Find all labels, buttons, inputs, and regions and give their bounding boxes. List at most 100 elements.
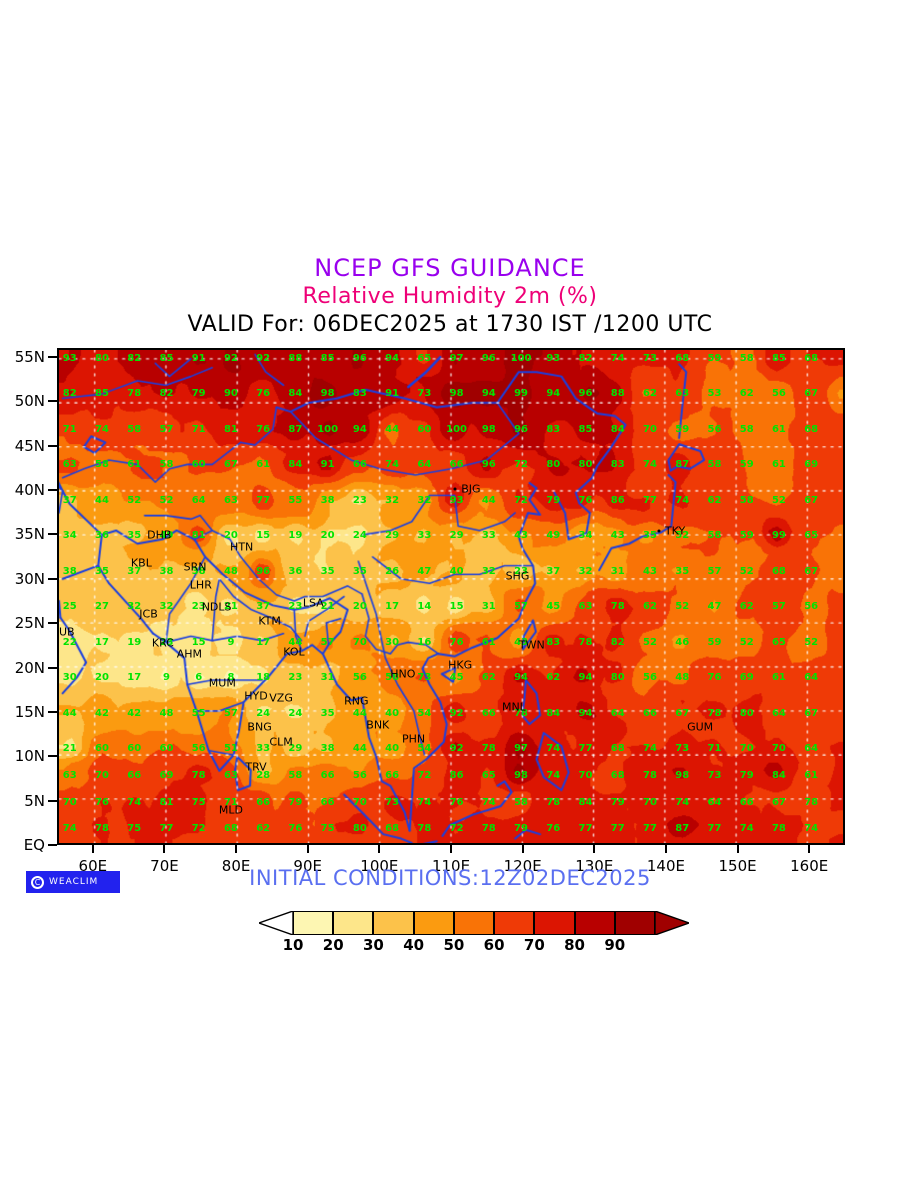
- grid-value-label: 23: [159, 636, 174, 648]
- grid-value-label: 61: [127, 459, 142, 471]
- colorbar-segment: [413, 911, 454, 935]
- grid-value-label: 55: [191, 707, 206, 719]
- grid-value-label: 60: [191, 459, 206, 471]
- grid-value-label: 79: [191, 388, 206, 400]
- grid-value-label: 78: [643, 770, 657, 781]
- colorbar-segment: [293, 911, 334, 935]
- grid-value-label: 43: [643, 565, 657, 577]
- grid-value-label: 94: [514, 672, 529, 684]
- grid-value-label: 79: [288, 796, 303, 808]
- grid-value-label: 59: [707, 352, 722, 364]
- grid-value-label: 55: [288, 494, 303, 506]
- lat-tick-label: 55N: [14, 347, 45, 366]
- grid-value-label: 74: [739, 823, 754, 835]
- grid-value-label: 91: [320, 459, 335, 471]
- grid-value-label: 57: [771, 601, 786, 613]
- lat-tick-label: 30N: [14, 569, 45, 588]
- grid-value-label: 78: [771, 823, 786, 835]
- grid-value-label: 42: [127, 707, 142, 719]
- grid-value-label: 15: [256, 530, 271, 542]
- grid-value-label: 37: [256, 601, 271, 613]
- grid-value-label: 38: [191, 565, 206, 577]
- grid-value-label: 62: [739, 601, 754, 613]
- weather-map-plot[interactable]: 93 80 82 85 91 92 92 88 85 96 94 65 97 96 100 93 82 74 73 6…: [57, 348, 845, 845]
- grid-value-label: 37: [127, 565, 142, 577]
- grid-value-label: 23: [288, 672, 303, 684]
- grid-value-label: 52: [643, 636, 657, 648]
- grid-value-label: 66: [643, 707, 657, 719]
- grid-value-label: 54: [417, 743, 432, 755]
- city-label-twn: TWN: [518, 638, 545, 652]
- lat-tick-label: 25N: [14, 614, 45, 633]
- grid-value-label: 92: [256, 352, 271, 364]
- grid-value-label: 52: [127, 494, 142, 506]
- city-label-tky: TKY: [664, 524, 686, 538]
- lat-tick-label: 40N: [14, 481, 45, 499]
- grid-value-label: 98: [675, 770, 690, 781]
- grid-value-label: 35: [643, 530, 657, 542]
- city-label-kbl: KBL: [130, 556, 152, 570]
- grid-value-label: 84: [288, 459, 303, 471]
- grid-value-label: 62: [481, 672, 496, 684]
- grid-value-label: 35: [127, 530, 142, 542]
- grid-value-label: 61: [771, 423, 786, 435]
- grid-value-label: 77: [578, 743, 593, 755]
- lon-tick: [91, 845, 94, 853]
- grid-value-label: 78: [417, 823, 432, 835]
- grid-value-label: 36: [95, 530, 109, 542]
- grid-value-label: 93: [449, 494, 464, 506]
- chart-title-block: NCEP GFS GUIDANCE Relative Humidity 2m (…: [0, 256, 900, 336]
- grid-value-label: 21: [320, 601, 335, 613]
- grid-value-label: 43: [514, 530, 529, 542]
- lat-tick: [48, 710, 57, 713]
- city-label-trv: TRV: [245, 760, 267, 774]
- grid-value-label: 74: [62, 823, 77, 835]
- grid-value-label: 57: [320, 636, 335, 648]
- city-label-lsa: LSA: [302, 596, 324, 610]
- city-label-htn: HTN: [230, 540, 254, 554]
- grid-value-label: 66: [127, 770, 142, 781]
- grid-value-label: 45: [449, 672, 464, 684]
- grid-value-label: 66: [256, 796, 271, 808]
- chart-subtitle: Relative Humidity 2m (%): [302, 284, 598, 309]
- grid-value-label: 9: [162, 672, 170, 684]
- lat-tick: [48, 755, 57, 758]
- lat-tick: [48, 799, 57, 802]
- grid-value-label: 96: [481, 352, 496, 364]
- grid-value-label: 20: [352, 601, 367, 613]
- grid-value-label: 17: [127, 672, 142, 684]
- lon-tick: [378, 845, 381, 853]
- grid-value-label: 23: [288, 601, 303, 613]
- grid-value-label: 78: [804, 796, 819, 808]
- grid-value-label: 78: [578, 636, 593, 648]
- grid-value-label: 83: [546, 423, 561, 435]
- lon-tick: [593, 845, 596, 853]
- grid-value-label: 19: [127, 636, 142, 648]
- grid-value-label: 63: [62, 770, 77, 781]
- grid-value-label: 33: [256, 743, 271, 755]
- grid-value-label: 73: [675, 743, 690, 755]
- grid-value-label: 45: [546, 601, 561, 613]
- grid-value-label: 71: [223, 796, 238, 808]
- lat-tick: [48, 444, 57, 447]
- grid-value-label: 85: [95, 388, 109, 400]
- grid-value-label: 49: [159, 530, 174, 542]
- grid-value-label: 52: [771, 494, 786, 506]
- grid-value-label: 14: [417, 601, 432, 613]
- grid-value-label: 66: [449, 459, 464, 471]
- grid-value-label: 27: [95, 601, 109, 613]
- grid-value-label: 26: [385, 565, 400, 577]
- grid-value-label: 29: [449, 530, 464, 542]
- lat-tick: [48, 400, 57, 403]
- grid-value-label: 52: [675, 530, 690, 542]
- grid-value-label: 63: [223, 770, 238, 781]
- lon-tick: [306, 845, 309, 853]
- grid-value-label: 51: [223, 743, 238, 755]
- lon-tick: [808, 845, 811, 853]
- grid-value-label: 96: [256, 565, 271, 577]
- lat-tick: [48, 355, 57, 358]
- grid-value-label: 38: [320, 494, 335, 506]
- grid-value-label: 21: [223, 601, 238, 613]
- grid-value-label: 70: [578, 770, 593, 781]
- lat-tick-label: 20N: [14, 658, 45, 677]
